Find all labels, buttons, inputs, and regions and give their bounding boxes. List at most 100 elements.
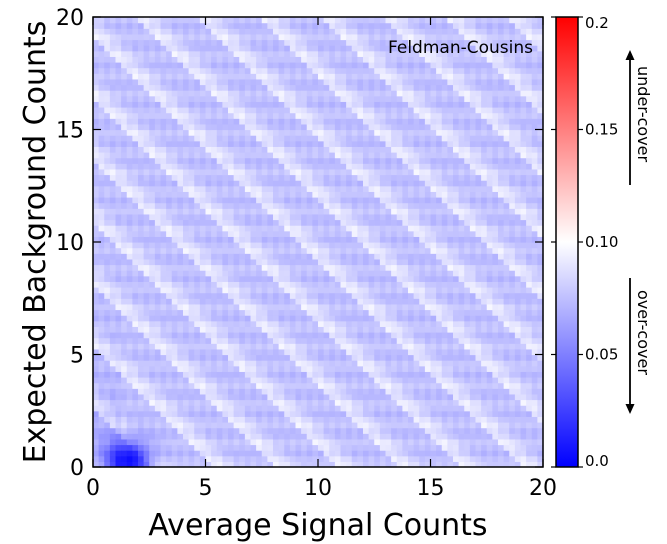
heatmap-cell (104, 455, 111, 462)
heatmap-cell (318, 309, 325, 316)
heatmap-cell (138, 39, 145, 46)
heatmap-cell (166, 365, 173, 372)
heatmap-cell (430, 242, 437, 249)
heatmap-cell (436, 348, 443, 356)
heatmap-cell (194, 444, 201, 451)
heatmap-cell (171, 213, 178, 221)
heatmap-cell (183, 326, 190, 333)
heatmap-cell (228, 433, 235, 440)
heatmap-cell (334, 287, 342, 294)
heatmap-cell (171, 433, 178, 440)
heatmap-cell (239, 399, 246, 406)
heatmap-cell (98, 118, 105, 125)
heatmap-cell (318, 382, 325, 389)
heatmap-cell (419, 236, 426, 243)
heatmap-cell (278, 225, 285, 232)
heatmap-cell (436, 84, 443, 91)
heatmap-cell (199, 270, 207, 277)
heatmap-cell (194, 337, 201, 344)
heatmap-cell (419, 405, 426, 412)
heatmap-cell (222, 107, 229, 114)
heatmap-cell (379, 197, 387, 204)
heatmap-cell (385, 405, 392, 412)
heatmap-cell (205, 438, 212, 446)
heatmap-cell (340, 393, 347, 401)
heatmap-cell (278, 146, 285, 153)
heatmap-cell (104, 90, 111, 97)
heatmap-cell (273, 348, 280, 356)
heatmap-cell (318, 422, 325, 429)
heatmap-cell (413, 292, 420, 299)
heatmap-cell (261, 309, 268, 316)
heatmap-cell (160, 287, 167, 294)
heatmap-cell (385, 309, 392, 316)
heatmap-cell (166, 422, 173, 429)
heatmap-cell (194, 17, 201, 24)
heatmap-cell (194, 208, 201, 215)
heatmap-cell (166, 427, 173, 434)
heatmap-cell (109, 275, 117, 282)
heatmap-cell (295, 264, 302, 271)
heatmap-cell (188, 416, 195, 423)
heatmap-cell (98, 45, 105, 52)
heatmap-cell (216, 230, 223, 237)
heatmap-cell (408, 410, 415, 417)
heatmap-cell (312, 107, 319, 114)
heatmap-cell (250, 399, 257, 406)
heatmap-cell (441, 309, 448, 316)
heatmap-cell (273, 73, 280, 80)
heatmap-cell (250, 264, 257, 271)
heatmap-cell (149, 225, 156, 232)
heatmap-cell (222, 101, 229, 108)
heatmap-cell (199, 50, 207, 57)
heatmap-cell (138, 174, 145, 181)
heatmap-cell (171, 90, 178, 97)
heatmap-cell (301, 343, 308, 350)
heatmap-cell (323, 247, 330, 254)
heatmap-cell (329, 298, 336, 305)
heatmap-cell (244, 427, 252, 434)
heatmap-cell (413, 298, 420, 305)
heatmap-cell (408, 129, 415, 136)
heatmap-cell (340, 399, 347, 406)
heatmap-cell (424, 247, 432, 254)
heatmap-cell (143, 416, 150, 423)
heatmap-cell (334, 174, 342, 181)
heatmap-cell (104, 348, 111, 356)
heatmap-cell (374, 90, 381, 97)
heatmap-cell (318, 270, 325, 277)
heatmap-cell (424, 45, 432, 52)
heatmap-cell (149, 427, 156, 434)
heatmap-cell (374, 410, 381, 417)
heatmap-cell (98, 450, 105, 457)
heatmap-cell (216, 90, 223, 97)
heatmap-cell (188, 433, 195, 440)
heatmap-cell (396, 292, 403, 299)
heatmap-cell (138, 444, 145, 451)
heatmap-cell (340, 112, 347, 119)
heatmap-cell (188, 393, 195, 401)
heatmap-cell (419, 320, 426, 327)
heatmap-cell (351, 67, 358, 74)
heatmap-cell (115, 298, 122, 305)
heatmap-cell (346, 208, 353, 215)
heatmap-cell (284, 123, 291, 131)
heatmap-cell (188, 28, 195, 35)
heatmap-cell (306, 422, 313, 429)
heatmap-cell (340, 230, 347, 237)
heatmap-cell (295, 123, 302, 131)
heatmap-cell (419, 140, 426, 147)
heatmap-cell (430, 450, 437, 457)
heatmap-cell (351, 444, 358, 451)
heatmap-cell (301, 337, 308, 344)
heatmap-cell (143, 174, 150, 181)
heatmap-cell (188, 225, 195, 232)
heatmap-cell (149, 95, 156, 102)
heatmap-cell (171, 399, 178, 406)
heatmap-cell (154, 303, 162, 311)
heatmap-cell (211, 101, 218, 108)
heatmap-cell (430, 45, 437, 52)
heatmap-cell (379, 270, 387, 277)
heatmap-cell (363, 174, 370, 181)
heatmap-cell (396, 433, 403, 440)
